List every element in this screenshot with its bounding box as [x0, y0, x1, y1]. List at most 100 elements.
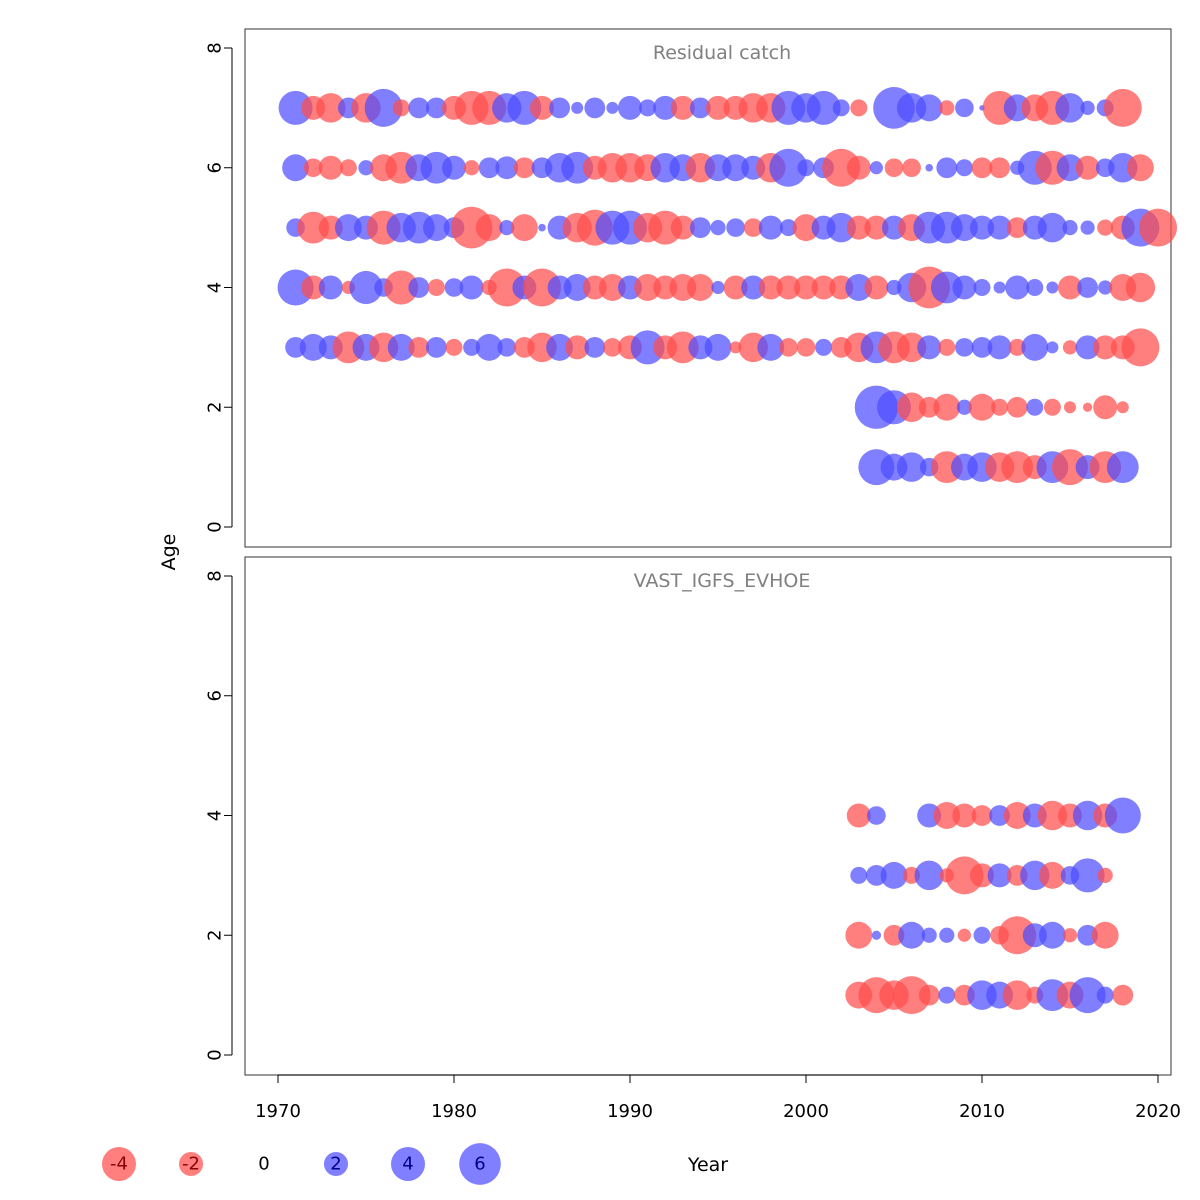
bubble	[634, 274, 662, 301]
bubble	[1026, 279, 1044, 296]
legend-bubble	[323, 1151, 349, 1177]
bubble	[408, 336, 430, 358]
y-tick-label: 4	[205, 282, 226, 293]
bubble	[896, 392, 927, 422]
bubble	[1075, 155, 1100, 180]
bubble	[507, 90, 542, 125]
bubble	[617, 95, 643, 120]
bubble	[1082, 402, 1093, 412]
bubble	[933, 802, 961, 829]
bubble	[971, 336, 993, 358]
bubble	[630, 330, 665, 365]
bubble	[1046, 281, 1059, 294]
bubble	[758, 215, 783, 240]
y-tick-label: 0	[205, 1049, 226, 1060]
bubble	[987, 863, 1012, 888]
bubble	[1006, 396, 1028, 418]
bubble	[864, 275, 889, 300]
bubble	[1003, 802, 1031, 829]
bubble	[1062, 928, 1078, 943]
bubble	[956, 399, 973, 415]
bubble	[444, 278, 464, 297]
bubble	[850, 99, 868, 117]
bubble	[565, 335, 590, 360]
bubble	[1069, 977, 1106, 1014]
bubble	[349, 270, 383, 305]
plot-frame	[244, 28, 1172, 548]
bubble	[846, 155, 871, 180]
x-tick-label: 1970	[255, 1101, 301, 1122]
bubble	[898, 921, 926, 949]
bubble	[487, 268, 526, 307]
bubble	[546, 333, 574, 361]
bubble	[513, 157, 535, 179]
bubble	[987, 335, 1012, 360]
bubble	[769, 148, 808, 187]
bubble	[334, 214, 362, 242]
legend-bubble	[459, 1143, 501, 1185]
bubble	[639, 99, 657, 117]
bubble	[584, 336, 606, 358]
bubble	[938, 338, 956, 356]
bubble	[1070, 858, 1105, 893]
bubble	[598, 274, 626, 301]
bubble	[1075, 335, 1100, 360]
bubble	[1006, 217, 1028, 239]
bubble	[584, 97, 606, 119]
legend-label: -4	[110, 1154, 128, 1175]
bubble	[1093, 395, 1118, 420]
bubble	[1008, 338, 1026, 356]
legend: -4 -2 0 2 4 6	[102, 1143, 501, 1185]
bubble	[796, 338, 816, 357]
bubble	[422, 214, 450, 242]
bubble	[826, 212, 856, 243]
y-axis-title: Age	[158, 534, 180, 571]
bubble	[420, 151, 453, 184]
bubble	[278, 90, 313, 125]
bubble	[722, 154, 750, 182]
legend-label: 0	[258, 1154, 269, 1175]
bubble	[998, 916, 1037, 955]
bubble	[1072, 800, 1103, 831]
bubble	[952, 803, 977, 828]
bubble	[704, 333, 732, 361]
bubble	[1138, 208, 1178, 247]
bubble	[1056, 154, 1084, 182]
bubble	[939, 100, 955, 116]
panel-title: Residual catch	[653, 42, 791, 64]
bubble	[1055, 93, 1085, 123]
bubble	[670, 95, 695, 120]
bubble	[364, 88, 403, 127]
bubble	[316, 93, 346, 123]
bubble	[425, 97, 447, 119]
x-tick-label: 2020	[1135, 1101, 1181, 1122]
bubble	[989, 157, 1011, 179]
bubble	[971, 157, 993, 179]
bubble	[475, 214, 503, 242]
bubble	[408, 97, 430, 119]
bubble	[845, 274, 873, 301]
bubble	[902, 158, 921, 178]
bubble	[968, 393, 996, 421]
bubble	[1104, 797, 1141, 834]
bubble	[297, 211, 330, 244]
bubble	[918, 984, 940, 1006]
x-tick-label: 1980	[431, 1101, 477, 1122]
legend-bubble	[178, 1151, 204, 1177]
bubble	[301, 275, 326, 300]
y-tick-label: 8	[205, 42, 226, 53]
bubble	[973, 926, 991, 944]
bubble	[1062, 340, 1078, 355]
bubble	[1098, 280, 1113, 295]
bubble	[973, 279, 991, 296]
bubble	[867, 806, 886, 825]
bubble	[1091, 921, 1119, 949]
bubble	[478, 157, 500, 179]
bubble	[883, 924, 905, 946]
y-tick-label: 8	[205, 570, 226, 581]
bubble	[950, 214, 978, 242]
bubble	[792, 214, 820, 242]
bubble	[299, 333, 327, 361]
panels: 0 2 4 6 8 Residual catch 0 2 4 6 8 VAST_IGFS_EVHOE	[205, 28, 1178, 1076]
